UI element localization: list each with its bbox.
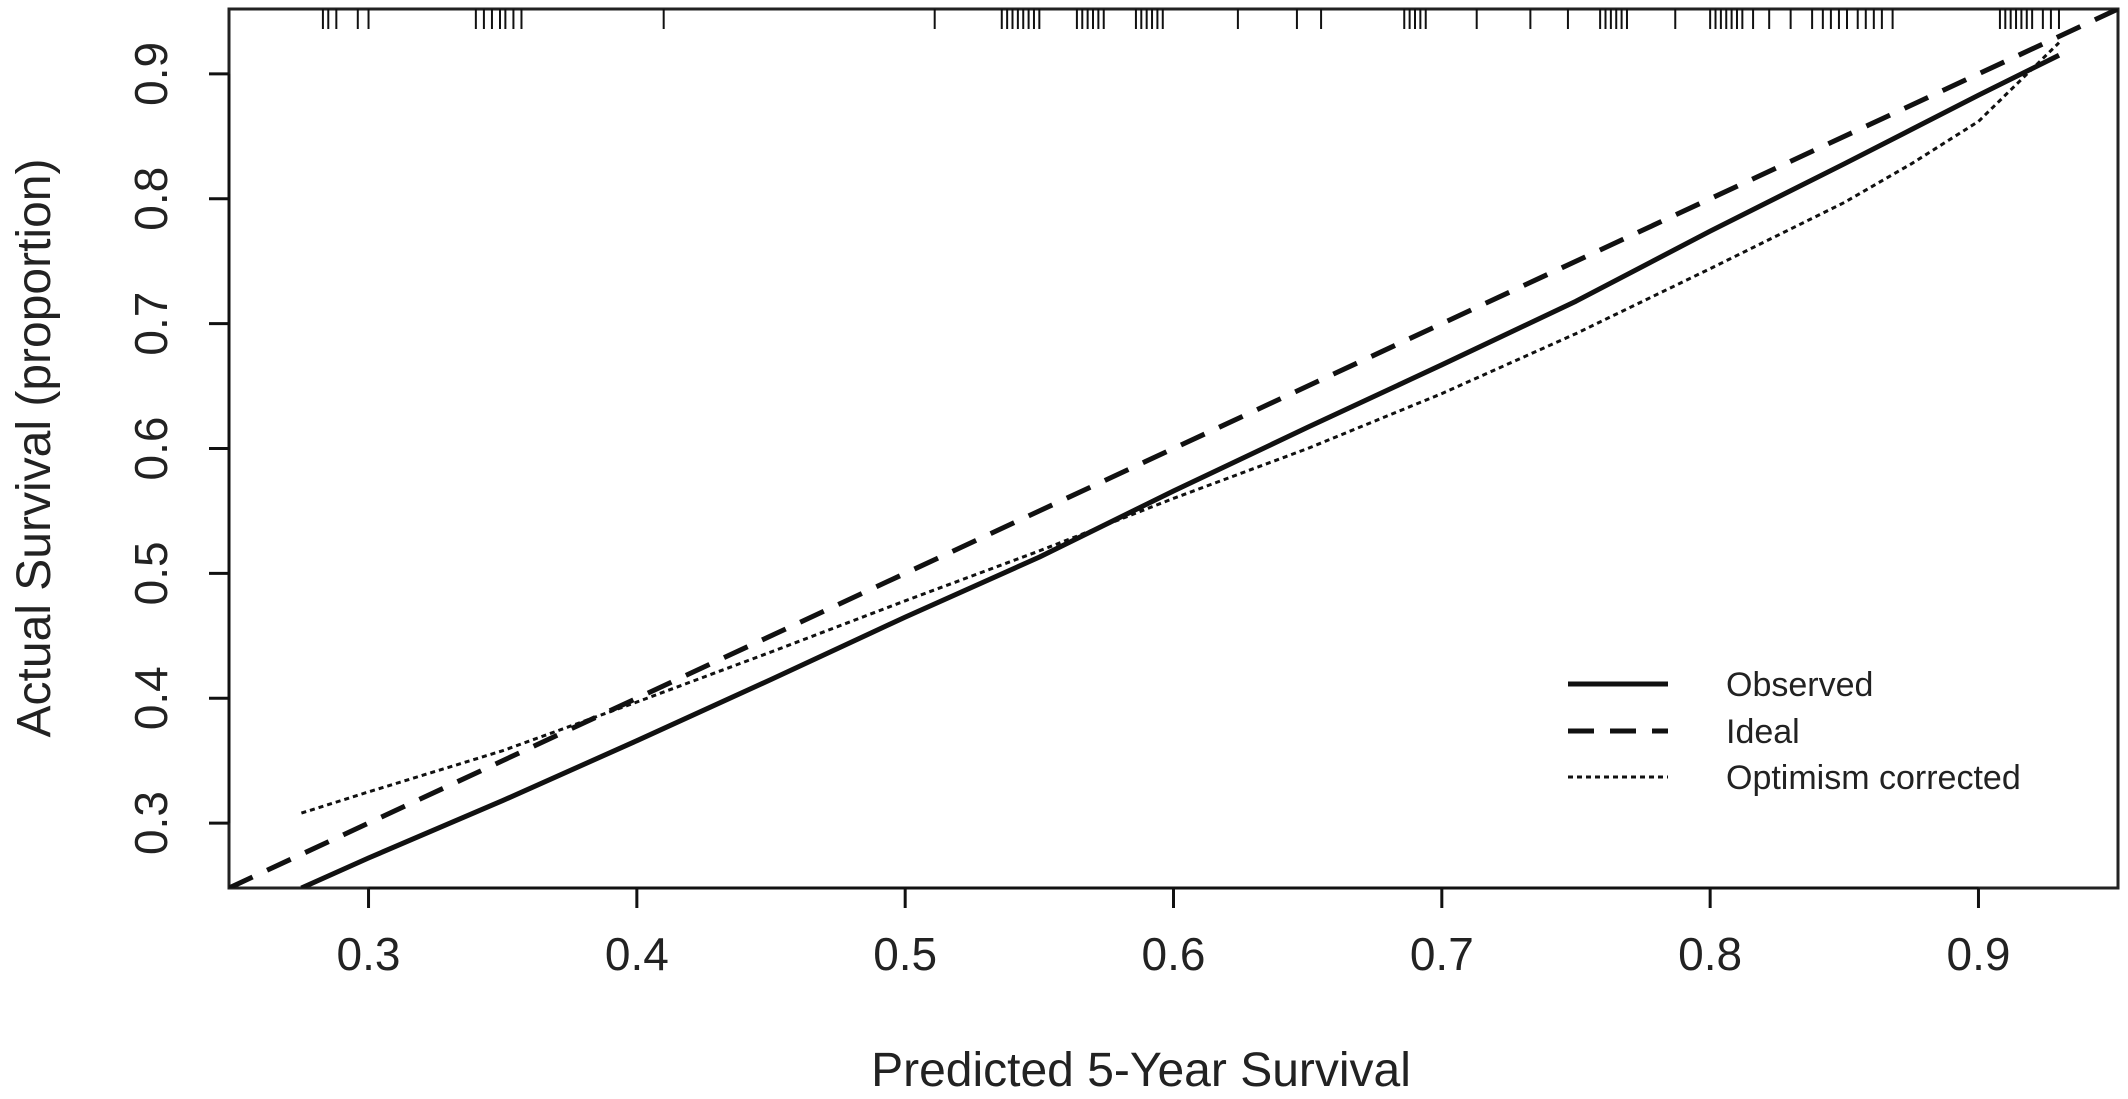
y-tick-label: 0.8: [125, 167, 177, 231]
legend-label-ideal: Ideal: [1726, 713, 1800, 751]
y-tick-label: 0.4: [125, 666, 177, 730]
y-tick-label: 0.7: [125, 292, 177, 356]
x-tick-label: 0.6: [1142, 928, 1206, 980]
y-axis: 0.3 0.4 0.5 0.6 0.7 0.8 0.9: [125, 42, 231, 855]
series-line-optimism-corrected: [300, 41, 2061, 815]
x-axis: 0.3 0.4 0.5 0.6 0.7 0.8 0.9: [337, 886, 2010, 980]
x-axis-title: Predicted 5-Year Survival: [871, 1044, 1411, 1097]
legend: Observed Ideal Optimism corrected: [1568, 666, 2021, 797]
x-tick-label: 0.3: [337, 928, 401, 980]
series-line-ideal: [229, 9, 2118, 888]
legend-label-optimism-corrected: Optimism corrected: [1726, 759, 2021, 797]
y-tick-label: 0.5: [125, 541, 177, 605]
x-tick-label: 0.9: [1946, 928, 2010, 980]
series-lines: [229, 9, 2118, 888]
x-tick-label: 0.4: [605, 928, 669, 980]
x-tick-label: 0.7: [1410, 928, 1474, 980]
y-tick-label: 0.6: [125, 417, 177, 481]
y-axis-title: Actual Survival (proportion): [8, 159, 61, 738]
series-line-observed: [300, 52, 2061, 888]
y-tick-label: 0.3: [125, 791, 177, 855]
x-tick-label: 0.5: [873, 928, 937, 980]
rug-marks: [321, 9, 2060, 29]
x-tick-label: 0.8: [1678, 928, 1742, 980]
legend-label-observed: Observed: [1726, 666, 1873, 704]
y-tick-label: 0.9: [125, 42, 177, 106]
